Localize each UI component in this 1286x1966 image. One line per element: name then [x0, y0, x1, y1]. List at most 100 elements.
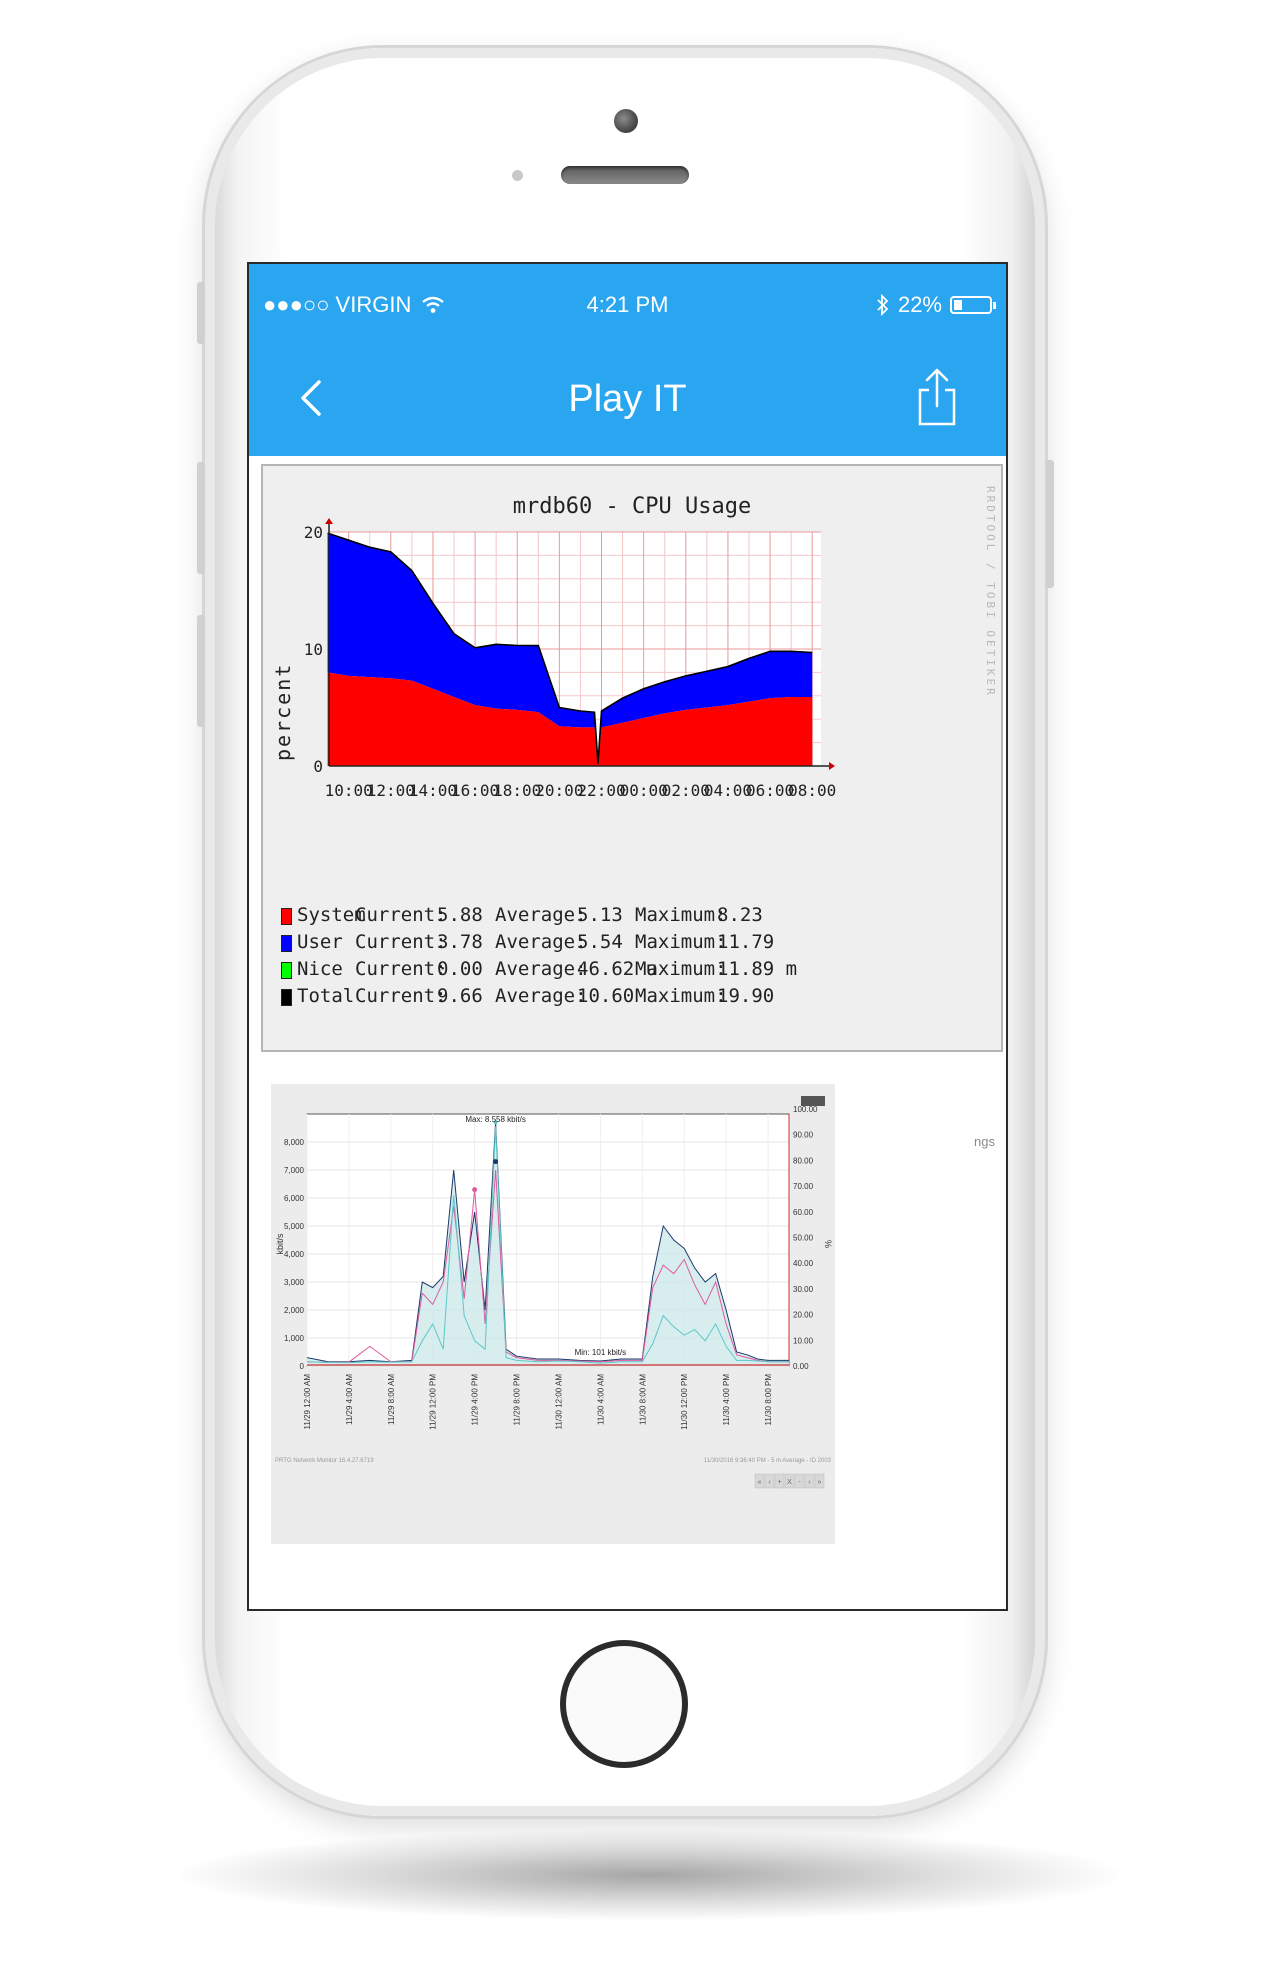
zoom-nav-label: X	[787, 1479, 792, 1486]
y-tick-label: 4,000	[284, 1250, 305, 1259]
chart-title: mrdb60 - CPU Usage	[512, 494, 752, 519]
y2-tick-label: 10.00	[793, 1336, 814, 1345]
x-tick-label: 16:00	[451, 781, 499, 800]
battery-icon	[950, 296, 996, 314]
zoom-nav-label: »	[818, 1479, 822, 1486]
y-tick-label: 10	[304, 640, 323, 659]
footer-left: PRTG Network Monitor 16.4.27.6719	[275, 1458, 374, 1464]
x-tick-label: 11/30 4:00 PM	[722, 1374, 731, 1426]
y-axis-label: kbit/s	[275, 1233, 285, 1255]
x-tick-label: 14:00	[409, 781, 457, 800]
y-tick-label: 8,000	[284, 1138, 305, 1147]
x-axis-arrow	[829, 762, 835, 770]
navigation-bar: Play IT	[249, 344, 1006, 456]
zoom-nav-label: «	[758, 1479, 762, 1486]
rrdtool-credit: RRDTOOL / TOBI OETIKER	[984, 486, 997, 698]
legend-maximum: 19.90	[717, 985, 775, 1007]
x-tick-label: 11/30 4:00 AM	[596, 1374, 605, 1425]
x-tick-label: 02:00	[662, 781, 710, 800]
legend-current: 9.66	[437, 985, 483, 1007]
min-annotation: Min: 101 kbit/s	[575, 1348, 627, 1357]
series-cyan-area	[307, 1122, 789, 1366]
legend-maximum: 11.79	[717, 931, 775, 953]
x-tick-label: 04:00	[704, 781, 752, 800]
series-system-area	[327, 672, 813, 766]
legend-current-label: Current:	[355, 931, 447, 953]
y2-tick-label: 70.00	[793, 1182, 814, 1191]
zoom-nav-button[interactable]	[814, 1473, 825, 1489]
footer-right: 11/30/2016 9:36:40 PM - 5 m Average - ID…	[704, 1458, 832, 1464]
y-tick-label: 2,000	[284, 1306, 305, 1315]
series-total-line	[306, 1126, 789, 1364]
carrier-label: ●●●○○ VIRGIN	[263, 292, 412, 317]
legend-maximum-label: Maximum:	[635, 958, 727, 980]
wifi-icon	[422, 296, 445, 313]
legend-current-label: Current:	[355, 958, 447, 980]
y2-tick-label: 100.00	[793, 1105, 818, 1114]
x-tick-label: 11/30 12:00 AM	[554, 1374, 563, 1430]
y2-axis-label: %	[823, 1240, 833, 1248]
y-tick-label: 0	[313, 757, 323, 776]
y-axis-arrow	[325, 518, 333, 524]
cpu-plot: 0 10 20 10:0012:0014:0016:0018:0020:0022:00…	[304, 518, 836, 800]
proximity-sensor	[512, 170, 523, 181]
x-tick-label: 11/30 8:00 PM	[764, 1374, 773, 1426]
x-tick-label: 11/29 12:00 PM	[429, 1374, 438, 1430]
max-annotation: Max: 8.558 kbit/s	[465, 1115, 525, 1124]
traffic-plot: 0 1,000 2,000 3,000 4,000 5,000 6,000 7,000 8,00…	[275, 1096, 833, 1489]
legend-current: 5.88	[437, 904, 483, 926]
y2-tick-label: 20.00	[793, 1311, 814, 1320]
series-user-area	[327, 533, 813, 765]
y2-tick-label: 80.00	[793, 1156, 814, 1165]
pink-max-marker	[472, 1187, 478, 1193]
x-tick-label: 11/29 8:00 AM	[387, 1374, 396, 1425]
zoom-nav-button[interactable]	[794, 1473, 805, 1489]
zoom-nav-button[interactable]	[784, 1473, 795, 1489]
y2-tick-label: 30.00	[793, 1285, 814, 1294]
y-tick-label: 3,000	[284, 1278, 305, 1287]
zoom-nav-button[interactable]	[754, 1473, 765, 1489]
legend-name: System	[297, 904, 366, 926]
legend-average: 5.54	[577, 931, 623, 953]
page-title: Play IT	[568, 378, 687, 420]
export-icons	[801, 1096, 825, 1106]
zoom-nav-label: ‹	[768, 1479, 771, 1486]
y-tick-label: 0	[300, 1362, 305, 1371]
y2-tick-label: 40.00	[793, 1259, 814, 1268]
legend-current: 0.00	[437, 958, 483, 980]
legend-average: 5.13	[577, 904, 623, 926]
y2-tick-label: 50.00	[793, 1234, 814, 1243]
zoom-nav-label: -	[798, 1479, 801, 1486]
x-tick-label: 12:00	[367, 781, 415, 800]
x-tick-label: 06:00	[746, 781, 794, 800]
max-marker	[493, 1159, 499, 1165]
legend-current: 3.78	[437, 931, 483, 953]
zoom-nav-button[interactable]	[804, 1473, 815, 1489]
status-right: 22%	[876, 292, 996, 318]
earpiece-speaker	[561, 166, 689, 184]
chevron-left-icon[interactable]	[289, 374, 337, 422]
y-tick-label: 6,000	[284, 1194, 305, 1203]
volume-up-button	[197, 462, 205, 574]
zoom-nav-button[interactable]	[764, 1473, 775, 1489]
traffic-chart: 0 1,000 2,000 3,000 4,000 5,000 6,000 7,000 8,00…	[271, 1084, 835, 1544]
legend-swatch	[281, 908, 292, 925]
legend-name: User	[297, 931, 343, 953]
phone-screen: ●●●○○ VIRGIN 4:21 PM 22% Play IT mrdb6	[247, 262, 1008, 1611]
x-tick-label: 11/29 4:00 PM	[471, 1374, 480, 1426]
home-button[interactable]	[560, 1640, 688, 1768]
series-cyan-line	[306, 1122, 789, 1363]
y2-tick-label: 90.00	[793, 1131, 814, 1140]
x-tick-label: 11/29 8:00 PM	[513, 1374, 522, 1426]
legend-current-label: Current:	[355, 904, 447, 926]
zoom-nav-button[interactable]	[774, 1473, 785, 1489]
y-tick-label: 5,000	[284, 1222, 305, 1231]
clock: 4:21 PM	[586, 292, 669, 317]
x-tick-label: 22:00	[577, 781, 625, 800]
legend-swatch	[281, 962, 292, 979]
x-tick-label: 10:00	[325, 781, 373, 800]
mute-switch	[197, 282, 205, 344]
legend-maximum-label: Maximum:	[635, 904, 727, 926]
y-tick-label: 1,000	[284, 1334, 305, 1343]
share-icon[interactable]	[912, 366, 962, 428]
